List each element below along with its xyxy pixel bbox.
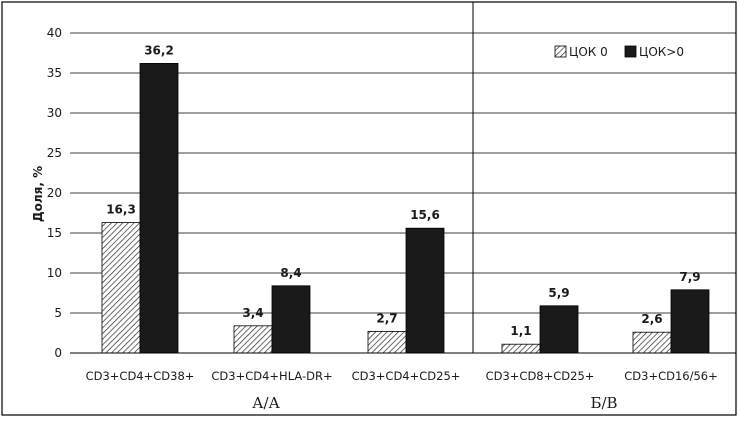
value-label: 8,4 bbox=[280, 266, 301, 280]
value-label: 7,9 bbox=[679, 270, 700, 284]
x-category-label: CD3+CD8+CD25+ bbox=[486, 369, 595, 383]
x-category-label: CD3+CD4+CD25+ bbox=[352, 369, 461, 383]
bar-tsok0 bbox=[367, 330, 407, 354]
value-labels: 16,3 3,4 2,7 1,1 2,6 36,2 8,4 15,6 5,9 7,9 bbox=[106, 43, 700, 338]
y-tick-label: 35 bbox=[47, 66, 62, 80]
value-label: 2,6 bbox=[641, 312, 662, 326]
bars bbox=[101, 63, 710, 354]
group-label: Б/В bbox=[590, 394, 617, 412]
value-label: 3,4 bbox=[242, 306, 263, 320]
legend: ЦОК 0 ЦОК>0 bbox=[554, 45, 684, 59]
figure-frame bbox=[1, 1, 737, 416]
x-category-label: CD3+CD4+CD38+ bbox=[86, 369, 195, 383]
value-label: 15,6 bbox=[410, 208, 440, 222]
bar-tsok0 bbox=[501, 343, 541, 354]
legend-swatch-tsok-pos bbox=[624, 45, 637, 58]
x-category-label: CD3+CD4+HLA-DR+ bbox=[211, 369, 332, 383]
value-label: 5,9 bbox=[548, 286, 569, 300]
value-label: 36,2 bbox=[144, 43, 174, 57]
bar-tsok-pos bbox=[405, 227, 445, 354]
y-tick-label: 10 bbox=[47, 266, 62, 280]
legend-label-tsok-pos: ЦОК>0 bbox=[639, 45, 684, 59]
bar-tsok-pos bbox=[670, 289, 710, 354]
y-tick-label: 0 bbox=[54, 346, 62, 360]
bar-tsok-pos bbox=[539, 305, 579, 354]
legend-label-tsok0: ЦОК 0 bbox=[569, 45, 608, 59]
bar-tsok0 bbox=[101, 222, 141, 354]
value-label: 16,3 bbox=[106, 203, 136, 217]
y-tick-label: 15 bbox=[47, 226, 62, 240]
y-tick-label: 5 bbox=[54, 306, 62, 320]
legend-swatch-tsok0 bbox=[554, 45, 567, 58]
y-axis-label: Доля, % bbox=[31, 166, 45, 222]
bar-tsok0 bbox=[632, 331, 672, 354]
bar-tsok0 bbox=[233, 325, 273, 354]
value-label: 1,1 bbox=[510, 324, 531, 338]
grid-lines bbox=[70, 32, 736, 314]
x-category-label: CD3+CD16/56+ bbox=[624, 369, 718, 383]
y-tick-label: 40 bbox=[47, 26, 62, 40]
y-tick-label: 25 bbox=[47, 146, 62, 160]
y-axis-ticks: 0 5 10 15 20 25 30 35 40 bbox=[47, 26, 62, 360]
group-label: А/А bbox=[252, 394, 280, 412]
y-tick-label: 20 bbox=[47, 186, 62, 200]
bar-tsok-pos bbox=[139, 63, 179, 354]
bar-tsok-pos bbox=[271, 285, 311, 354]
value-label: 2,7 bbox=[376, 311, 397, 325]
group-labels: А/А Б/В bbox=[252, 394, 617, 412]
y-tick-label: 30 bbox=[47, 106, 62, 120]
category-labels: CD3+CD4+CD38+ CD3+CD4+HLA-DR+ CD3+CD4+CD25… bbox=[86, 369, 718, 383]
